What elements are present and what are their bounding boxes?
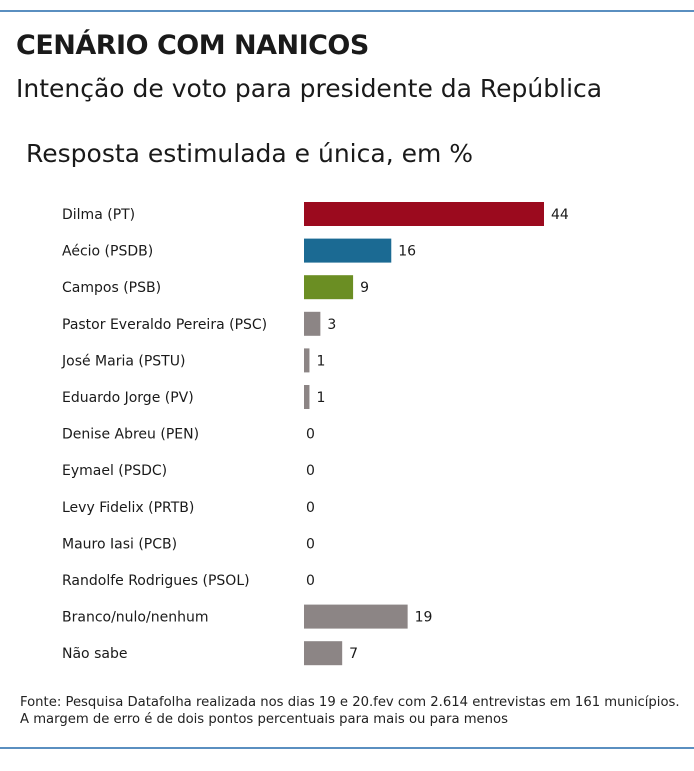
category-label: Mauro Iasi (PCB) <box>62 536 177 552</box>
bar <box>304 604 408 629</box>
bar <box>304 348 310 373</box>
category-label: Eduardo Jorge (PV) <box>62 390 194 406</box>
value-label: 0 <box>306 463 315 479</box>
category-label: Branco/nulo/nenhum <box>62 610 208 626</box>
category-label: Randolfe Rodrigues (PSOL) <box>62 573 250 589</box>
bottom-rule <box>0 747 694 749</box>
value-label: 19 <box>415 610 433 626</box>
bar <box>304 641 343 666</box>
category-label: Pastor Everaldo Pereira (PSC) <box>62 317 267 333</box>
category-label: José Maria (PSTU) <box>61 353 185 369</box>
value-label: 0 <box>306 500 315 516</box>
bar-chart: Dilma (PT) 44 Aécio (PSDB) 16 Campos (PSB) 9 P… <box>61 202 569 666</box>
page-subtitle: Intenção de voto para presidente da Repú… <box>16 74 603 103</box>
category-label: Eymael (PSDC) <box>62 463 167 479</box>
category-label: Denise Abreu (PEN) <box>62 427 199 443</box>
bar-row: Não sabe 7 <box>62 641 358 666</box>
source-note: Fonte: Pesquisa Datafolha realizada nos … <box>20 695 680 727</box>
value-label: 0 <box>306 536 315 552</box>
bar-row: Campos (PSB) 9 <box>62 275 369 300</box>
bar-row: Branco/nulo/nenhum 19 <box>62 604 433 629</box>
value-label: 0 <box>306 573 315 589</box>
value-label: 1 <box>316 390 325 406</box>
bar <box>304 238 392 263</box>
value-label: 3 <box>327 317 336 333</box>
category-label: Dilma (PT) <box>62 207 135 223</box>
value-label: 44 <box>551 207 569 223</box>
bar-row: Pastor Everaldo Pereira (PSC) 3 <box>62 311 336 336</box>
bar-row: Levy Fidelix (PRTB) 0 <box>62 500 315 516</box>
bar <box>304 311 321 336</box>
bar-row: Aécio (PSDB) 16 <box>62 238 416 263</box>
category-label: Aécio (PSDB) <box>62 244 153 260</box>
top-rule <box>0 10 694 12</box>
category-label: Campos (PSB) <box>62 280 161 296</box>
chart-title: Resposta estimulada e única, em % <box>26 139 474 168</box>
value-label: 9 <box>360 280 369 296</box>
bar <box>304 202 544 226</box>
category-label: Levy Fidelix (PRTB) <box>62 500 194 516</box>
bar-row: Randolfe Rodrigues (PSOL) 0 <box>62 573 315 589</box>
value-label: 16 <box>398 244 416 260</box>
bar-row: Eymael (PSDC) 0 <box>62 463 315 479</box>
value-label: 7 <box>349 646 358 662</box>
value-label: 0 <box>306 427 315 443</box>
value-label: 1 <box>316 353 325 369</box>
bar-row: José Maria (PSTU) 1 <box>61 348 325 373</box>
page-title: CENÁRIO COM NANICOS <box>16 30 369 61</box>
bar-row: Dilma (PT) 44 <box>62 202 569 226</box>
category-label: Não sabe <box>62 646 127 662</box>
bar <box>304 275 354 300</box>
bar-row: Mauro Iasi (PCB) 0 <box>62 536 315 552</box>
bar-row: Denise Abreu (PEN) 0 <box>62 427 315 443</box>
bar-row: Eduardo Jorge (PV) 1 <box>62 385 325 409</box>
bar <box>304 385 310 409</box>
